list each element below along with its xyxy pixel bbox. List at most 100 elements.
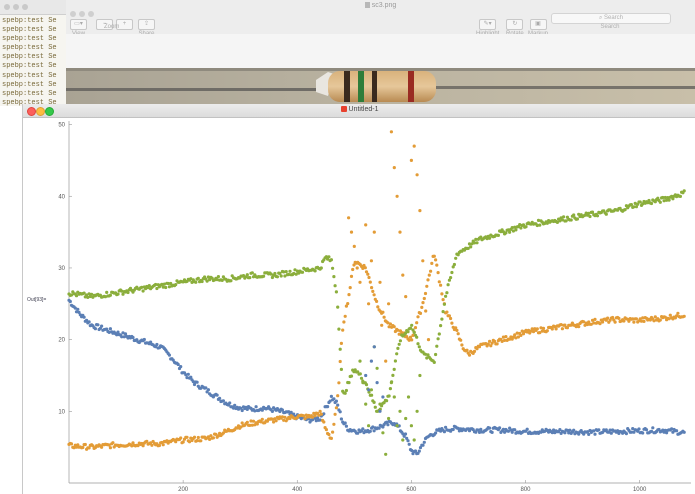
zoom-button[interactable] [45,107,54,116]
orange-point [165,439,169,443]
green-point [538,223,542,227]
x-tick-label: 1000 [633,487,647,493]
orange-point [675,314,679,318]
green-point [406,330,410,334]
green-point [385,399,389,403]
green-point [408,326,413,330]
green-point [370,393,374,397]
green-point [87,292,91,296]
green-point [164,285,168,290]
orange-point [504,335,508,339]
blue-point [131,335,135,340]
orange-point [642,319,646,323]
orange-point [592,321,596,325]
blue-point [498,426,502,430]
green-point [633,201,637,205]
green-point [190,280,194,284]
orange-point [327,432,331,437]
blue-point [657,427,661,432]
zoom-out-button[interactable]: − [96,12,113,30]
search-field[interactable]: ⌕ Search [551,13,671,24]
orange-point [475,347,479,351]
orange-point [520,329,524,333]
blue-point [254,405,258,409]
orange-point [489,344,493,348]
green-outlier-point [375,366,379,370]
blue-point [439,429,443,433]
orange-point [397,332,401,336]
orange-point [303,417,307,421]
blue-point [418,446,423,450]
green-point [496,233,500,237]
close-button[interactable] [27,107,36,116]
blue-point [313,416,317,420]
green-outlier-point [387,416,391,421]
blue-point [568,428,572,432]
orange-point [83,442,87,447]
terminal-output: spebp:test Se spebp:test Se spebp:test S… [0,15,66,108]
blue-point [326,405,330,409]
orange-point [420,305,424,309]
blue-point [328,399,332,403]
orange-point [250,423,254,427]
orange-point [364,270,369,274]
blue-point [406,439,410,443]
blue-point [184,373,188,377]
blue-point [142,337,146,342]
green-point [518,223,522,227]
zoom-in-button[interactable]: + [116,12,133,30]
blue-outlier-point [372,345,376,349]
orange-point [381,310,385,314]
orange-point [396,328,400,332]
preview-close-button[interactable] [70,11,76,17]
orange-point [313,414,317,418]
green-point [273,271,277,276]
terminal-close-button[interactable] [4,4,10,10]
green-point [120,289,124,293]
terminal-zoom-button[interactable] [22,4,28,10]
orange-point [111,441,115,445]
scatter_orange-points [347,130,431,363]
blue-point [670,427,674,431]
green-point [590,210,595,214]
preview-minimize-button[interactable] [79,11,85,17]
search-icon: ⌕ [598,15,604,21]
scatter_blue-points [364,345,385,413]
orange-point [149,441,153,445]
orange-point [648,318,652,322]
green-point [160,282,164,286]
orange-point [455,328,459,332]
orange-point [668,313,672,317]
blue-point [245,407,249,411]
green-point [90,292,94,296]
blue-point [385,420,389,424]
orange-point [382,315,386,319]
orange-point [545,329,549,333]
green-series [67,189,686,413]
green-point [555,220,560,224]
blue-point [474,430,478,434]
green-point [450,270,454,275]
minimize-button[interactable] [36,107,45,116]
orange-point [236,424,241,428]
blue-point [189,375,193,379]
green-point [447,278,451,282]
green-point [288,269,292,273]
green-point [665,198,669,202]
preview-zoom-button[interactable] [88,11,94,17]
orange-point [653,315,657,319]
orange-point [361,266,365,270]
green-point [327,255,331,259]
orange-point [526,328,531,332]
orange-point [430,261,434,265]
blue-point [76,307,80,311]
green-point [162,282,166,286]
orange-point [593,317,597,321]
green-point [440,317,444,321]
green-point [446,283,450,287]
blue-point [624,432,629,436]
green-point [661,195,665,200]
terminal-minimize-button[interactable] [13,4,19,10]
orange-point [245,420,249,424]
orange-point [449,316,453,321]
